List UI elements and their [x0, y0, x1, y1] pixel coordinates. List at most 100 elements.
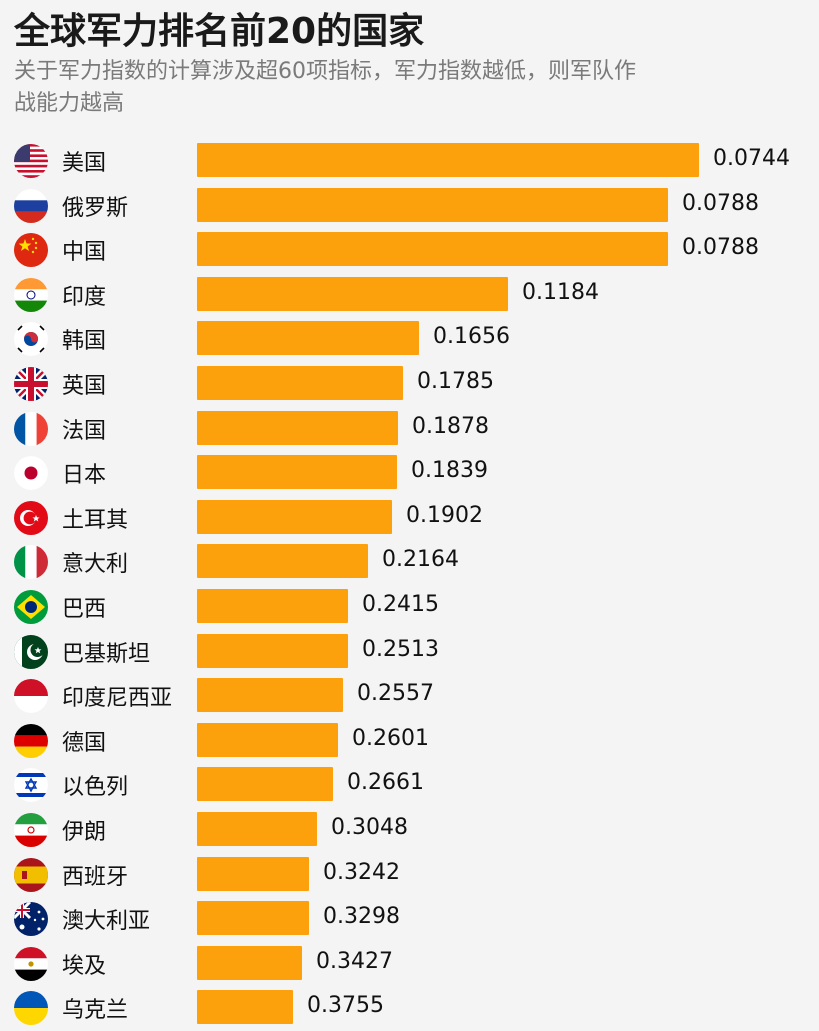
- us-flag-icon: [14, 144, 48, 178]
- category-label: 法国: [62, 418, 107, 444]
- bar: [197, 410, 398, 445]
- data-label: 0.1902: [406, 502, 483, 528]
- chart-row: 德国 0.2601: [0, 720, 819, 764]
- chart-row: 巴基斯坦 0.2513: [0, 631, 819, 675]
- data-label: 0.2164: [382, 547, 459, 573]
- russia-flag-icon: [14, 188, 48, 223]
- israel-flag-icon: [14, 768, 48, 803]
- category-label: 中国: [62, 240, 107, 266]
- bar: [197, 276, 508, 311]
- bar: [197, 321, 419, 356]
- bar: [197, 187, 668, 222]
- data-label: 0.0744: [713, 146, 790, 171]
- category-label: 土耳其: [62, 507, 129, 533]
- bar: [197, 633, 348, 668]
- chart-row: 乌克兰 0.3755: [0, 987, 819, 1031]
- brazil-flag-icon: [14, 590, 48, 624]
- chart-row: 意大利 0.2164: [0, 541, 819, 585]
- data-label: 0.1878: [412, 413, 489, 439]
- category-label: 伊朗: [62, 820, 107, 845]
- chart-row: 英国 0.1785: [0, 363, 819, 407]
- page-subtitle: 关于军力指数的计算涉及超60项指标，军力指数越低，则军队作战能力越高: [14, 59, 636, 116]
- category-label: 德国: [62, 730, 107, 756]
- data-label: 0.3298: [323, 904, 400, 930]
- page-title: 全球军力排名前20的国家: [14, 11, 425, 52]
- italy-flag-icon: [14, 545, 48, 580]
- bar: [197, 767, 333, 802]
- category-label: 埃及: [62, 953, 107, 979]
- category-label: 巴西: [62, 597, 107, 622]
- category-label: 巴基斯坦: [62, 641, 151, 667]
- japan-flag-icon: [14, 456, 48, 491]
- bar: [197, 812, 317, 846]
- data-label: 0.0788: [682, 190, 759, 216]
- chart-row: 巴西 0.2415: [0, 586, 819, 630]
- pakistan-flag-icon: [14, 634, 48, 669]
- category-label: 韩国: [62, 329, 107, 355]
- data-label: 0.1656: [433, 324, 510, 350]
- bar: [197, 678, 343, 713]
- uk-flag-icon: [14, 367, 48, 401]
- bar: [197, 990, 293, 1025]
- category-label: 以色列: [62, 775, 129, 801]
- chart-row: 美国 0.0744: [0, 140, 819, 184]
- category-label: 印度尼西亚: [62, 686, 173, 712]
- chart-row: 澳大利亚 0.3298: [0, 898, 819, 942]
- data-label: 0.3048: [331, 815, 408, 840]
- category-label: 英国: [62, 374, 107, 399]
- category-label: 日本: [62, 463, 107, 489]
- chart-row: 日本 0.1839: [0, 452, 819, 496]
- data-label: 0.2513: [362, 636, 439, 662]
- category-label: 澳大利亚: [62, 909, 151, 935]
- data-label: 0.3755: [307, 993, 384, 1019]
- data-label: 0.0788: [682, 235, 759, 261]
- ukraine-flag-icon: [14, 991, 48, 1026]
- chart-row: 印度尼西亚 0.2557: [0, 675, 819, 719]
- data-label: 0.2661: [347, 770, 424, 796]
- bar: [197, 901, 309, 936]
- data-label: 0.1785: [417, 369, 494, 394]
- egypt-flag-icon: [14, 946, 48, 981]
- bar: [197, 945, 302, 980]
- bar: [197, 366, 403, 400]
- data-label: 0.1839: [411, 458, 488, 484]
- chart-row: 俄罗斯 0.0788: [0, 185, 819, 229]
- bar: [197, 544, 368, 579]
- category-label: 美国: [62, 151, 107, 176]
- india-flag-icon: [14, 277, 48, 312]
- germany-flag-icon: [14, 723, 48, 758]
- data-label: 0.2557: [357, 681, 434, 707]
- chart-row: 埃及 0.3427: [0, 943, 819, 987]
- turkey-flag-icon: [14, 500, 48, 535]
- bar: [197, 499, 392, 534]
- chart-row: 韩国 0.1656: [0, 318, 819, 362]
- australia-flag-icon: [14, 902, 48, 937]
- chart-row: 法国 0.1878: [0, 408, 819, 452]
- chart-row: 以色列 0.2661: [0, 764, 819, 808]
- category-label: 意大利: [62, 552, 129, 578]
- bar: [197, 856, 309, 891]
- chart-row: 印度 0.1184: [0, 274, 819, 318]
- china-flag-icon: [14, 233, 48, 268]
- indonesia-flag-icon: [14, 679, 48, 714]
- iran-flag-icon: [14, 813, 48, 847]
- category-label: 乌克兰: [62, 998, 129, 1024]
- bar: [197, 722, 338, 757]
- bar: [197, 589, 348, 623]
- south-korea-flag-icon: [14, 322, 48, 357]
- data-label: 0.2415: [362, 592, 439, 617]
- data-label: 0.1184: [522, 279, 599, 305]
- category-label: 西班牙: [62, 864, 129, 890]
- chart-row: 西班牙 0.3242: [0, 854, 819, 898]
- data-label: 0.2601: [352, 725, 429, 751]
- chart-row: 土耳其 0.1902: [0, 497, 819, 541]
- bar: [197, 232, 668, 267]
- category-label: 俄罗斯: [62, 195, 129, 221]
- chart-row: 中国 0.0788: [0, 229, 819, 273]
- category-label: 印度: [62, 284, 107, 310]
- data-label: 0.3427: [316, 948, 393, 974]
- data-label: 0.3242: [323, 859, 400, 885]
- chart-row: 伊朗 0.3048: [0, 809, 819, 853]
- bar: [197, 455, 397, 490]
